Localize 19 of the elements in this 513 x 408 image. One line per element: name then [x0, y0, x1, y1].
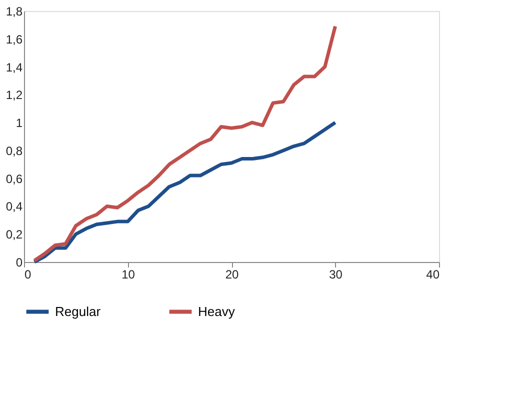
y-tick-label: 0,6 — [6, 172, 23, 186]
y-tick-label: 0,4 — [6, 200, 23, 214]
x-tick-label: 20 — [225, 268, 239, 282]
y-tick-label: 1,4 — [6, 60, 23, 74]
y-tick-label: 1,2 — [6, 88, 23, 102]
y-tick-label: 1,8 — [6, 4, 23, 18]
legend-label: Heavy — [198, 304, 236, 319]
y-tick-label: 0 — [16, 256, 23, 270]
y-tick-label: 0,2 — [6, 228, 23, 242]
x-tick-label: 30 — [329, 268, 343, 282]
x-tick-label: 0 — [24, 268, 32, 282]
x-tick-label: 10 — [122, 268, 136, 282]
y-tick-label: 1,6 — [6, 32, 23, 46]
x-tick-label: 40 — [426, 268, 440, 282]
line-series — [32, 120, 337, 264]
y-tick-label: 1 — [16, 116, 23, 130]
legend-label: Regular — [55, 304, 102, 319]
y-tick-label: 0,8 — [6, 144, 23, 158]
line-series — [32, 24, 337, 262]
